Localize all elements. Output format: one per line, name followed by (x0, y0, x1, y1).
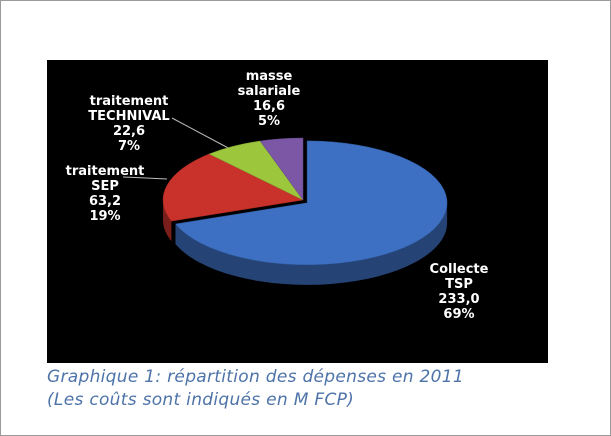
value-label: 16,6 (252, 99, 286, 114)
caption: (Les coûts sont indiqués en M FCP) (47, 390, 355, 410)
slice-label: traitement TECHNIVAL 22,6 7% (88, 94, 169, 154)
category-label: Collecte TSP (429, 262, 489, 292)
leader-line (122, 176, 168, 180)
value-label: 22,6 (112, 124, 146, 139)
value-label: 63,2 (88, 194, 122, 209)
slice-side (163, 200, 172, 242)
share-label: 5% (257, 114, 281, 129)
caption: Graphique 1: répartition des dépenses en… (47, 367, 465, 387)
category-label: traitement TECHNIVAL (88, 94, 170, 124)
slice-label: Collecte TSP 233,0 69% (430, 262, 489, 322)
slice-side (175, 202, 448, 285)
share-label: 19% (89, 209, 121, 224)
chart (122, 117, 448, 285)
pie-slice (162, 153, 304, 222)
pie-slice (174, 140, 448, 266)
plot-area: Collecte TSP 233,0 69% traitement SEP 63,2 19… (47, 60, 548, 363)
category-label: masse salariale (237, 69, 301, 99)
value-label: 233,0 (438, 292, 480, 307)
leader-line (171, 117, 233, 151)
slice-label: traitement SEP 63,2 19% (66, 164, 145, 224)
slice-label: masse salariale 16,6 5% (238, 69, 301, 129)
share-label: 7% (117, 139, 141, 154)
category-label: traitement SEP (65, 164, 145, 194)
share-label: 69% (443, 307, 475, 322)
pie-slice (259, 137, 304, 201)
